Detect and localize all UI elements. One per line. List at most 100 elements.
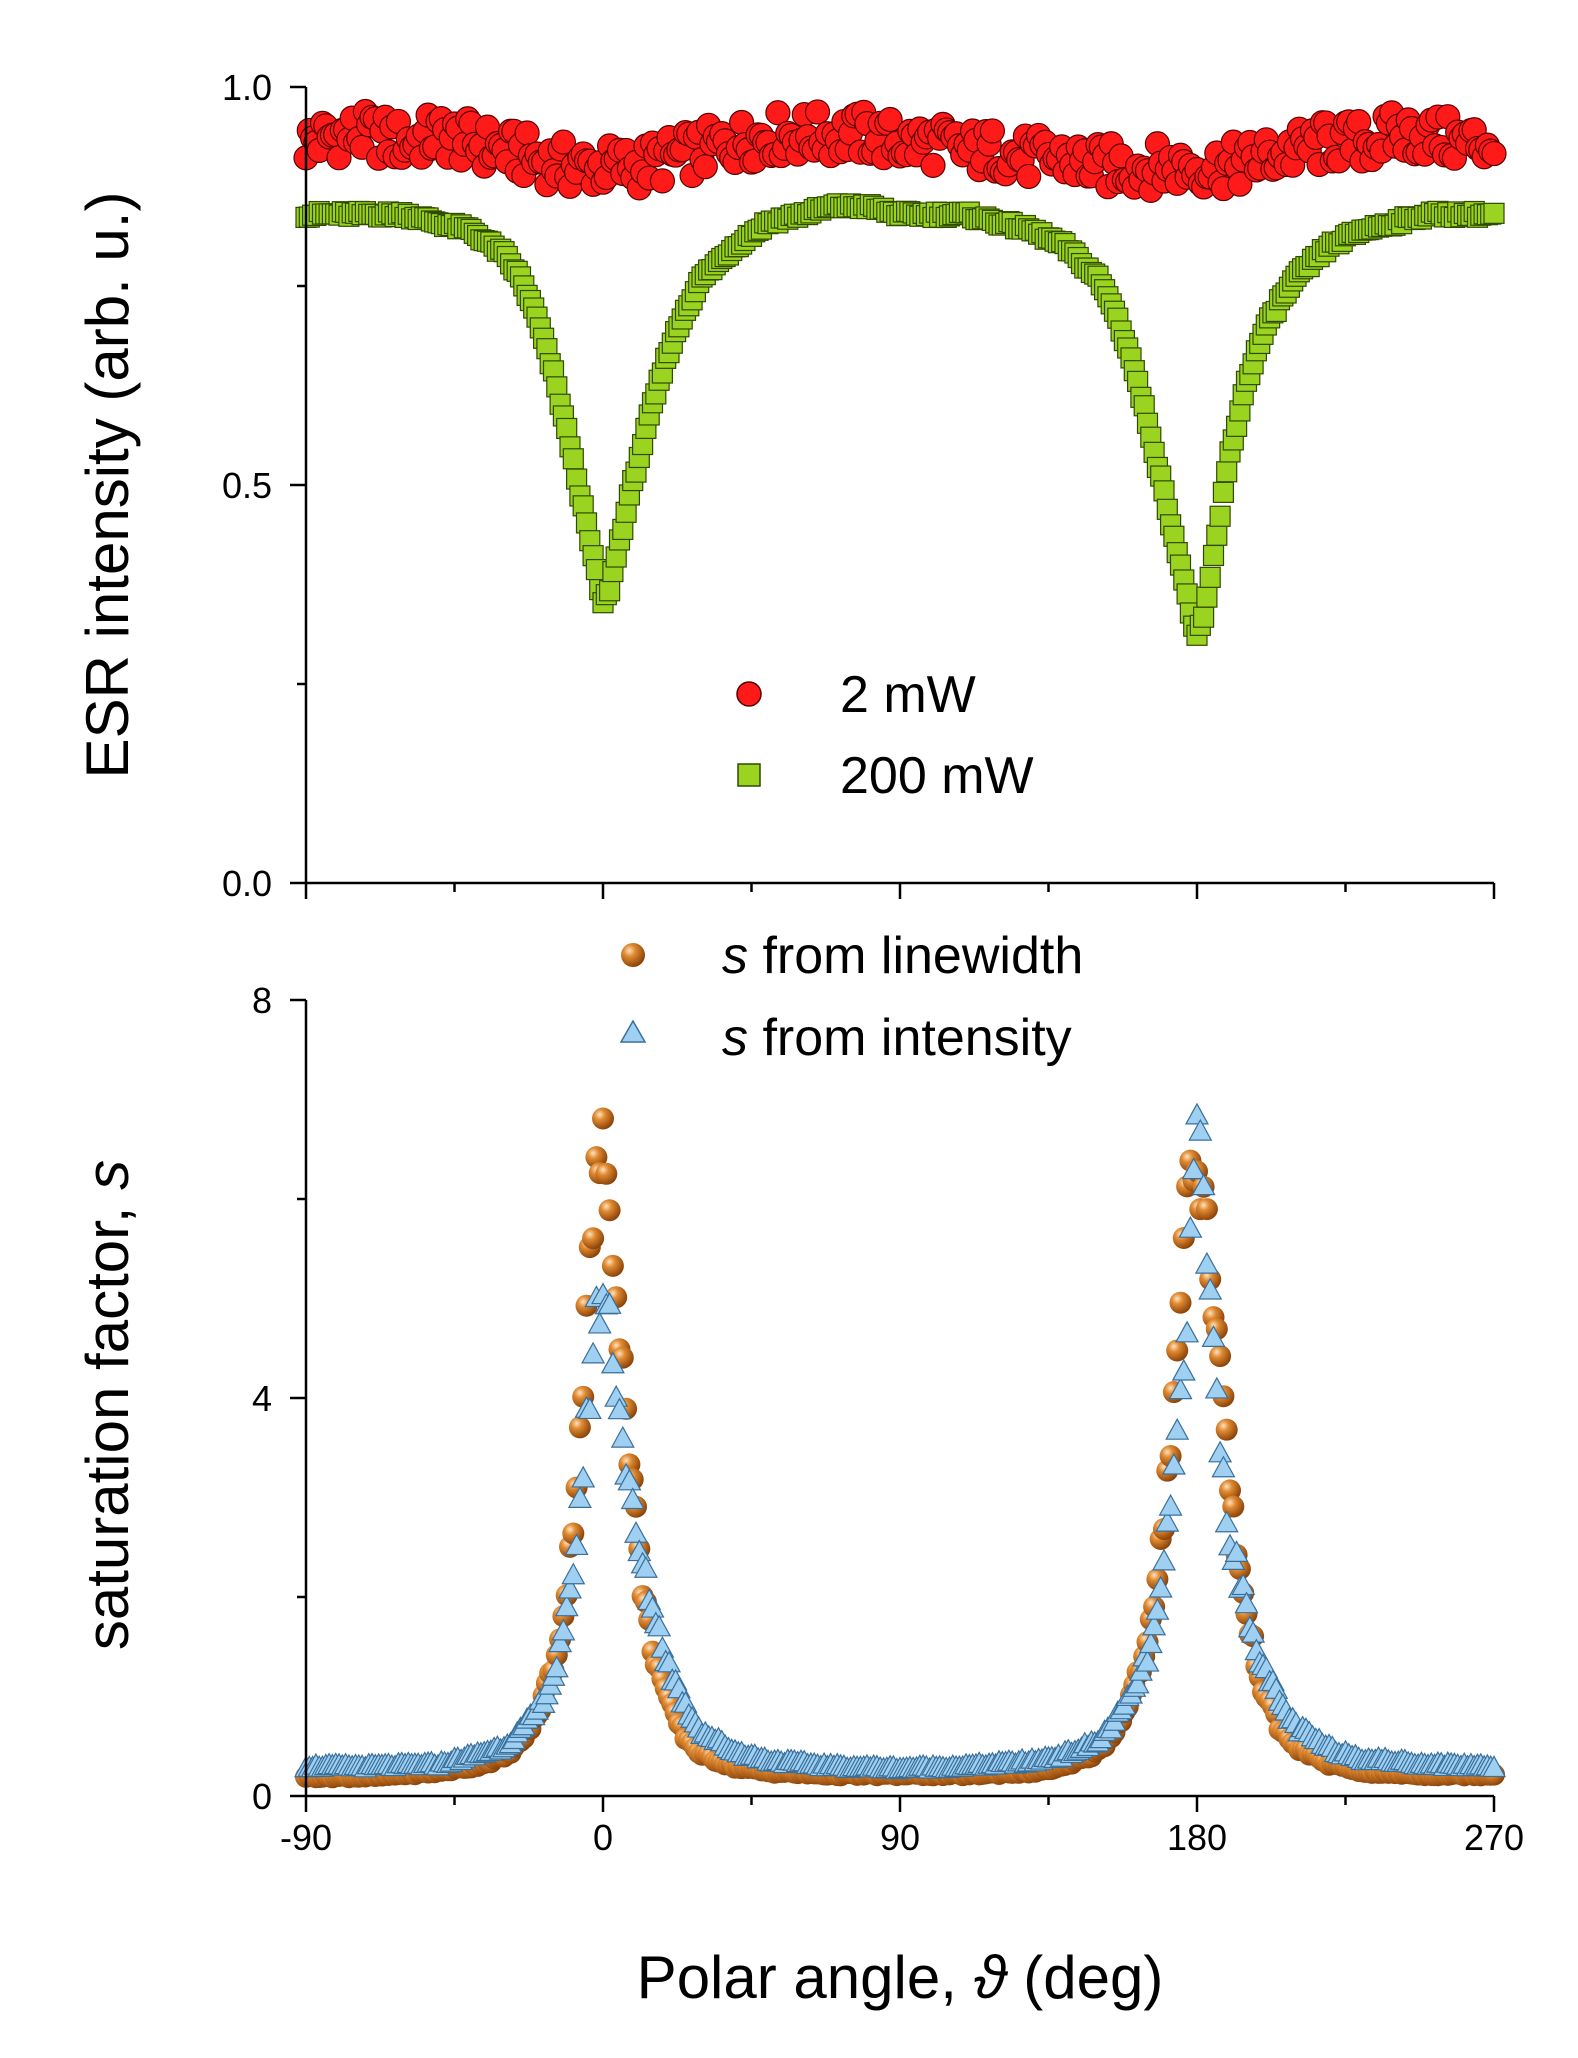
legend-label-intensity-rest: from intensity [748,1009,1072,1067]
point-200mw [1196,586,1218,608]
point-s-intensity [607,1397,632,1420]
point-s-intensity [1151,1548,1177,1571]
point-2mw [692,154,718,180]
legend-label-linewidth-s: s [722,927,748,985]
point-s-intensity [1198,1277,1223,1300]
bottom-panel: 0 4 8 -90 0 90 180 270 saturation factor… [74,927,1524,1858]
point-s-intensity [1145,1597,1170,1620]
bottom-data-layer [293,1102,1507,1789]
point-s-intensity [1184,1102,1210,1125]
point-s-intensity [610,1425,635,1448]
point-s-intensity [647,1614,672,1637]
point-s-linewidth [1166,1339,1189,1362]
legend-label-2mw: 2 mW [840,666,976,724]
point-200mw [1199,566,1221,588]
point-s-intensity [640,1595,665,1618]
point-200mw [1153,480,1175,502]
point-2mw [1481,140,1507,167]
point-s-intensity [1204,1376,1229,1399]
point-s-intensity [1241,1620,1266,1643]
point-2mw [765,100,791,126]
x-axis-title-unit: (deg) [1007,1944,1164,2011]
point-200mw [562,448,584,470]
bottom-y-axis-title-text: saturation factor, [74,1190,141,1650]
point-s-intensity [604,1384,629,1407]
point-s-intensity [1138,1631,1163,1654]
top-ytick-label-1: 0.5 [222,465,272,506]
point-200mw [598,580,621,602]
legend-marker-intensity [619,1019,647,1043]
point-s-intensity [544,1655,569,1678]
legend-label-linewidth: s from linewidth [722,927,1083,985]
top-ticks [290,85,1496,899]
top-y-axis-title: ESR intensity (arb. u.) [74,192,141,779]
point-s-intensity [567,1486,592,1508]
top-ytick-label-0: 0.0 [222,863,272,904]
bottom-y-axis-title: saturation factor, s [74,1160,141,1650]
point-s-intensity [1175,1320,1200,1343]
point-200mw [575,512,598,534]
point-s-intensity [1161,1452,1186,1475]
point-s-intensity [1142,1613,1167,1636]
point-s-intensity [597,1292,622,1314]
point-2mw [550,129,577,155]
point-s-linewidth [1169,1291,1192,1314]
point-s-intensity [617,1468,642,1491]
point-s-intensity [623,1521,649,1543]
point-s-intensity [1231,1573,1256,1596]
top-data-layer [293,98,1507,646]
point-2mw [804,99,831,125]
point-s-intensity [1148,1575,1173,1598]
x-axis-title: Polar angle, ϑ (deg) [637,1944,1164,2011]
point-200mw [556,417,578,440]
xtick-label-90: 90 [880,1817,920,1858]
bottom-ticks [290,998,1496,1812]
legend-label-intensity: s from intensity [722,1009,1072,1067]
point-s-intensity [1168,1377,1193,1400]
bottom-y-axis-title-symbol: s [74,1160,141,1190]
bottom-legend: s from linewidth s from intensity [619,927,1083,1067]
point-s-intensity [1211,1455,1236,1478]
point-s-intensity [1214,1510,1239,1533]
point-200mw [1212,481,1235,503]
point-2mw [1227,171,1253,197]
point-s-linewidth [568,1416,591,1439]
bottom-ytick-label-1: 4 [252,1378,272,1419]
point-s-intensity [1208,1440,1233,1463]
point-s-intensity [1188,1118,1213,1141]
point-s-intensity [554,1594,579,1617]
top-ytick-label-2: 1.0 [222,67,272,108]
point-s-linewidth [598,1199,621,1222]
point-s-linewidth [592,1107,614,1130]
bottom-ytick-label-2: 8 [252,980,272,1021]
point-s-intensity [1224,1540,1249,1563]
legend-label-200mw: 200 mW [840,747,1034,805]
point-s-intensity [656,1650,682,1673]
point-200mw [1176,583,1198,605]
xtick-label-m90: -90 [280,1817,332,1858]
point-200mw [1202,544,1225,567]
point-s-intensity [1481,1755,1507,1778]
point-s-intensity [587,1311,612,1334]
legend-label-intensity-s: s [722,1009,748,1067]
point-s-intensity [551,1618,576,1641]
point-s-intensity [1165,1417,1190,1440]
point-200mw [1206,524,1228,546]
xtick-label-270: 270 [1464,1817,1524,1858]
bottom-ytick-label-0: 0 [252,1776,272,1817]
point-s-intensity [1194,1251,1219,1274]
point-s-intensity [1181,1157,1206,1180]
top-legend: 2 mW 200 mW [736,666,1034,805]
point-s-intensity [1135,1649,1160,1672]
point-s-intensity [561,1562,586,1585]
point-200mw [1216,461,1238,483]
point-s-linewidth [582,1227,605,1250]
point-s-intensity [1178,1215,1203,1238]
point-2mw [514,120,540,146]
point-2mw [877,106,903,133]
point-2mw [979,118,1006,144]
point-2mw [649,168,676,194]
legend-marker-200mw [737,763,761,787]
xtick-label-180: 180 [1167,1817,1227,1858]
